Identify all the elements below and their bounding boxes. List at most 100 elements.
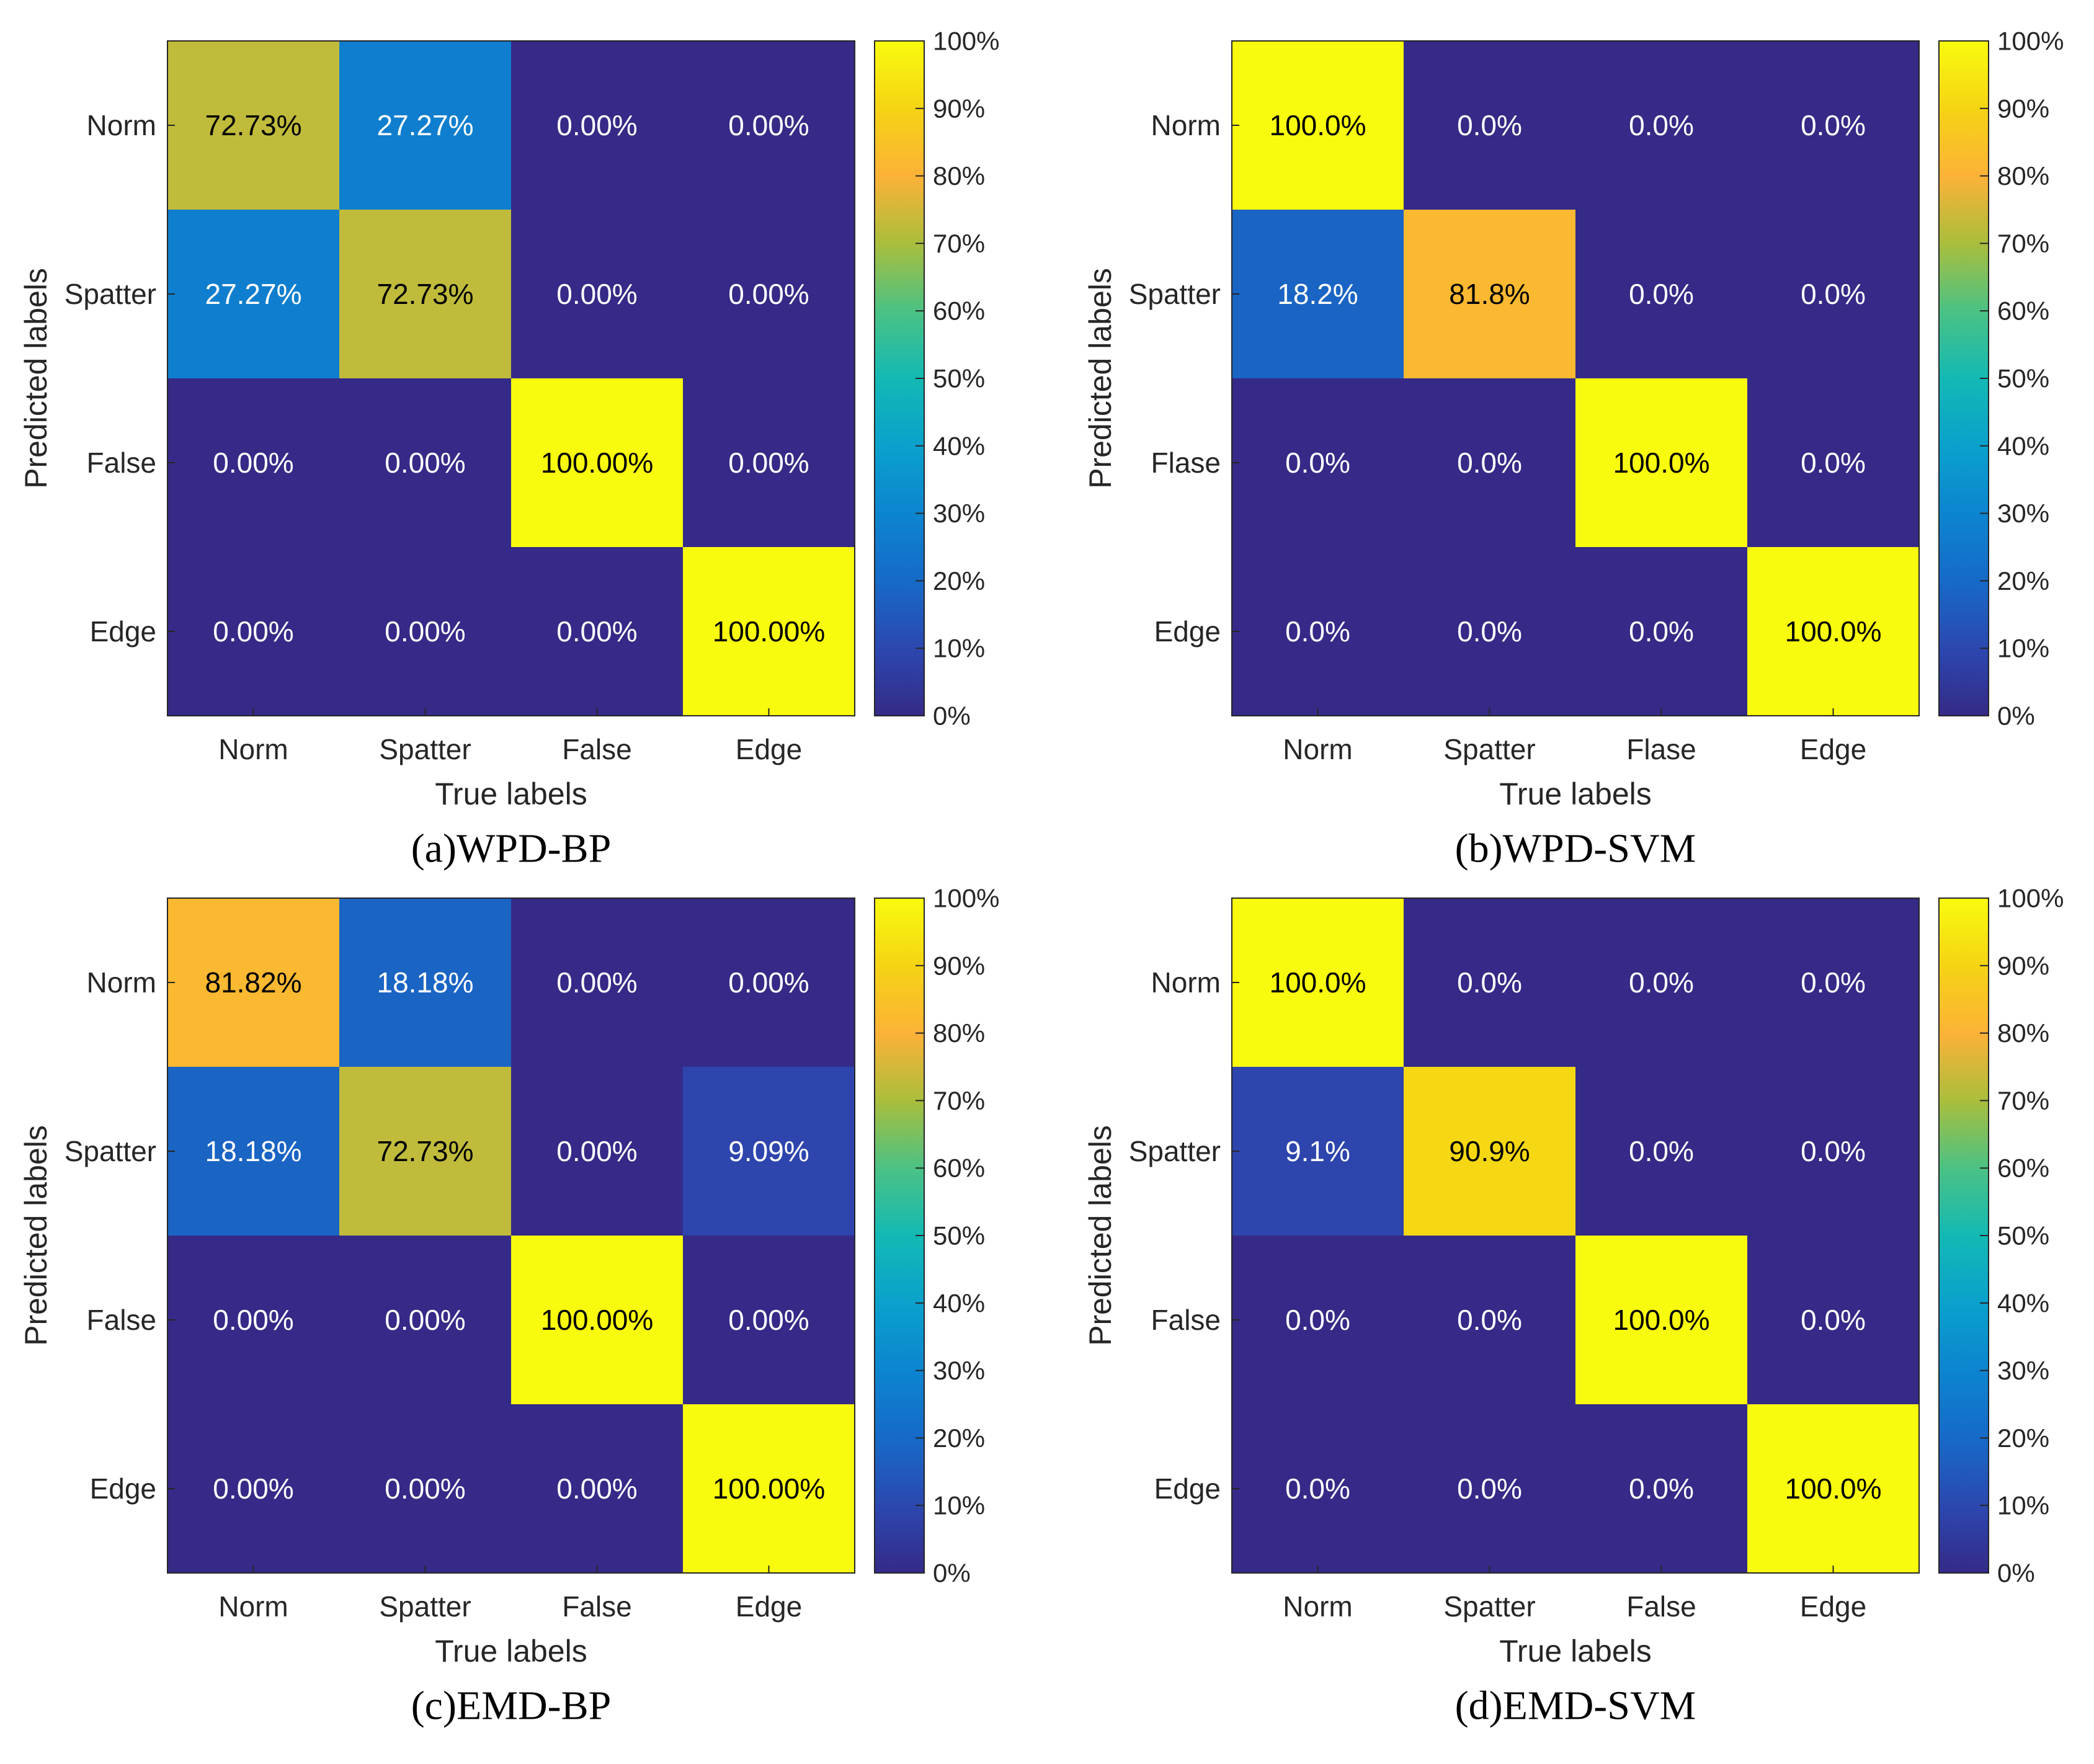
- cell-value-label: 27.27%: [205, 278, 301, 310]
- matrix-cell: [683, 210, 855, 379]
- matrix-cell: [1232, 378, 1404, 548]
- colorbar-tick-label: 0%: [1997, 1559, 2035, 1588]
- y-tick-label: Norm: [87, 109, 156, 141]
- matrix-cell: [683, 898, 855, 1067]
- x-tick-label: Edge: [736, 733, 802, 765]
- colorbar-tick-label: 40%: [1997, 431, 2049, 460]
- colorbar-tick-label: 100%: [933, 884, 999, 913]
- matrix-cell: [1747, 378, 1920, 548]
- cell-value-label: 0.00%: [213, 615, 293, 648]
- matrix-cell: [339, 547, 512, 716]
- matrix-cell: [511, 1067, 684, 1236]
- matrix-cell: [1747, 1404, 1920, 1574]
- matrix-cell: [1575, 41, 1748, 210]
- y-tick-label: False: [87, 447, 156, 479]
- matrix-cells: 100.0% 0.0% 0.0% 0.0% 18.2% 81.8% 0.0% 0.0% 0.0%…: [1232, 41, 1920, 716]
- cell-value-label: 72.73%: [205, 109, 301, 141]
- colorbar-tick-label: 40%: [933, 431, 985, 460]
- matrix-frame: [167, 898, 855, 1574]
- cell-value-label: 0.0%: [1629, 278, 1694, 310]
- matrix-cell: [167, 1067, 340, 1236]
- cell-value-label: 81.8%: [1449, 278, 1530, 310]
- cell-value-label: 0.00%: [556, 1472, 637, 1505]
- cell-value-label: 100.00%: [541, 1304, 654, 1336]
- x-axis-label: True labels: [435, 777, 587, 811]
- cell-value-label: 0.0%: [1629, 615, 1694, 648]
- x-tick-label: Norm: [1283, 1590, 1352, 1623]
- colorbar-tick-label: 60%: [1997, 296, 2049, 326]
- cell-value-label: 0.00%: [213, 1472, 293, 1505]
- cell-value-label: 18.18%: [376, 966, 473, 999]
- matrix-frame: [1231, 898, 1920, 1574]
- colorbar-tick-label: 80%: [1997, 161, 2049, 190]
- matrix-cell: [1232, 1404, 1404, 1574]
- cell-value-label: 0.00%: [556, 1135, 637, 1167]
- y-tick-label: False: [1151, 1304, 1221, 1336]
- cell-value-label: 100.00%: [541, 447, 654, 479]
- panel-caption: (c)EMD-BP: [411, 1683, 612, 1729]
- matrix-cell: [511, 1404, 684, 1574]
- cell-value-label: 0.00%: [728, 966, 809, 999]
- colorbar-tick-label: 30%: [1997, 1356, 2049, 1385]
- y-axis-label: Predicted labels: [19, 268, 53, 489]
- matrix-cell: [167, 378, 340, 548]
- matrix-cell: [339, 41, 512, 210]
- cell-value-label: 0.0%: [1801, 109, 1866, 141]
- cell-value-label: 72.73%: [376, 278, 473, 310]
- colorbar-tick-label: 90%: [933, 951, 985, 980]
- colorbar-tick-label: 60%: [933, 296, 985, 326]
- cell-value-label: 0.00%: [556, 109, 637, 141]
- cell-value-label: 0.0%: [1285, 1472, 1350, 1505]
- cell-value-label: 0.00%: [556, 615, 637, 648]
- matrix-cell: [167, 1236, 340, 1405]
- matrix-cell: [1232, 1236, 1404, 1405]
- x-tick-label: Norm: [218, 733, 288, 765]
- colorbar-tick-label: 50%: [933, 1221, 985, 1250]
- x-tick-label: Spatter: [1443, 1590, 1535, 1623]
- colorbar-tick-label: 40%: [1997, 1288, 2049, 1317]
- colorbar-tick-label: 10%: [1997, 634, 2049, 663]
- matrix-cell: [1232, 547, 1404, 716]
- x-tick-label: False: [562, 1590, 631, 1623]
- cell-value-label: 0.00%: [728, 278, 809, 310]
- matrix-cell: [1232, 1067, 1404, 1236]
- cell-value-label: 0.0%: [1285, 447, 1350, 479]
- colorbar-tick-label: 30%: [933, 1356, 985, 1385]
- matrix-cell: [1575, 547, 1748, 716]
- cell-value-label: 100.0%: [1269, 109, 1366, 141]
- matrix-cell: [339, 1236, 512, 1405]
- colorbar-tick-label: 70%: [1997, 229, 2049, 258]
- matrix-cells: 100.0% 0.0% 0.0% 0.0% 9.1% 90.9% 0.0% 0.0% 0.0% 0…: [1232, 898, 1920, 1574]
- x-tick-label: Edge: [736, 1590, 802, 1623]
- colorbar-tick-label: 30%: [933, 499, 985, 528]
- colorbar-tick-label: 90%: [1997, 94, 2049, 123]
- matrix-cell: [683, 1067, 855, 1236]
- y-tick-label: Norm: [1151, 109, 1221, 141]
- matrix-cells: 72.73% 27.27% 0.00% 0.00% 27.27% 72.73% 0.00% 0…: [167, 41, 855, 716]
- matrix-cell: [339, 378, 512, 548]
- colorbar-tick-label: 100%: [1997, 27, 2064, 56]
- colorbar-tick-label: 70%: [933, 229, 985, 258]
- matrix-cell: [1575, 210, 1748, 379]
- matrix-frame: [167, 40, 855, 716]
- y-tick-label: False: [87, 1304, 156, 1336]
- x-tick-label: False: [1626, 1590, 1696, 1623]
- confusion-matrix-panel-4: 100.0% 0.0% 0.0% 0.0% 9.1% 90.9% 0.0% 0.0% 0.0% 0…: [1083, 884, 2064, 1729]
- matrix-cell: [1404, 1067, 1576, 1236]
- cell-value-label: 0.0%: [1457, 615, 1522, 648]
- cell-value-label: 100.0%: [1613, 447, 1709, 479]
- matrix-cell: [1404, 41, 1576, 210]
- cell-value-label: 0.0%: [1629, 966, 1694, 999]
- matrix-cell: [339, 898, 512, 1067]
- matrix-cell: [167, 210, 340, 379]
- colorbar: 0% 10% 20% 30% 40% 50% 60% 70% 80% 90% 100%: [1938, 27, 2064, 731]
- matrix-cell: [1747, 547, 1920, 716]
- matrix-cell: [1404, 1236, 1576, 1405]
- x-tick-label: Norm: [218, 1590, 288, 1623]
- confusion-matrix-panel-2: 100.0% 0.0% 0.0% 0.0% 18.2% 81.8% 0.0% 0.0% 0.0%…: [1083, 27, 2064, 871]
- matrix-cell: [1404, 210, 1576, 379]
- cell-value-label: 27.27%: [376, 109, 473, 141]
- cell-value-label: 0.0%: [1457, 447, 1522, 479]
- colorbar-tick-label: 20%: [1997, 566, 2049, 595]
- x-tick-label: Flase: [1626, 733, 1696, 765]
